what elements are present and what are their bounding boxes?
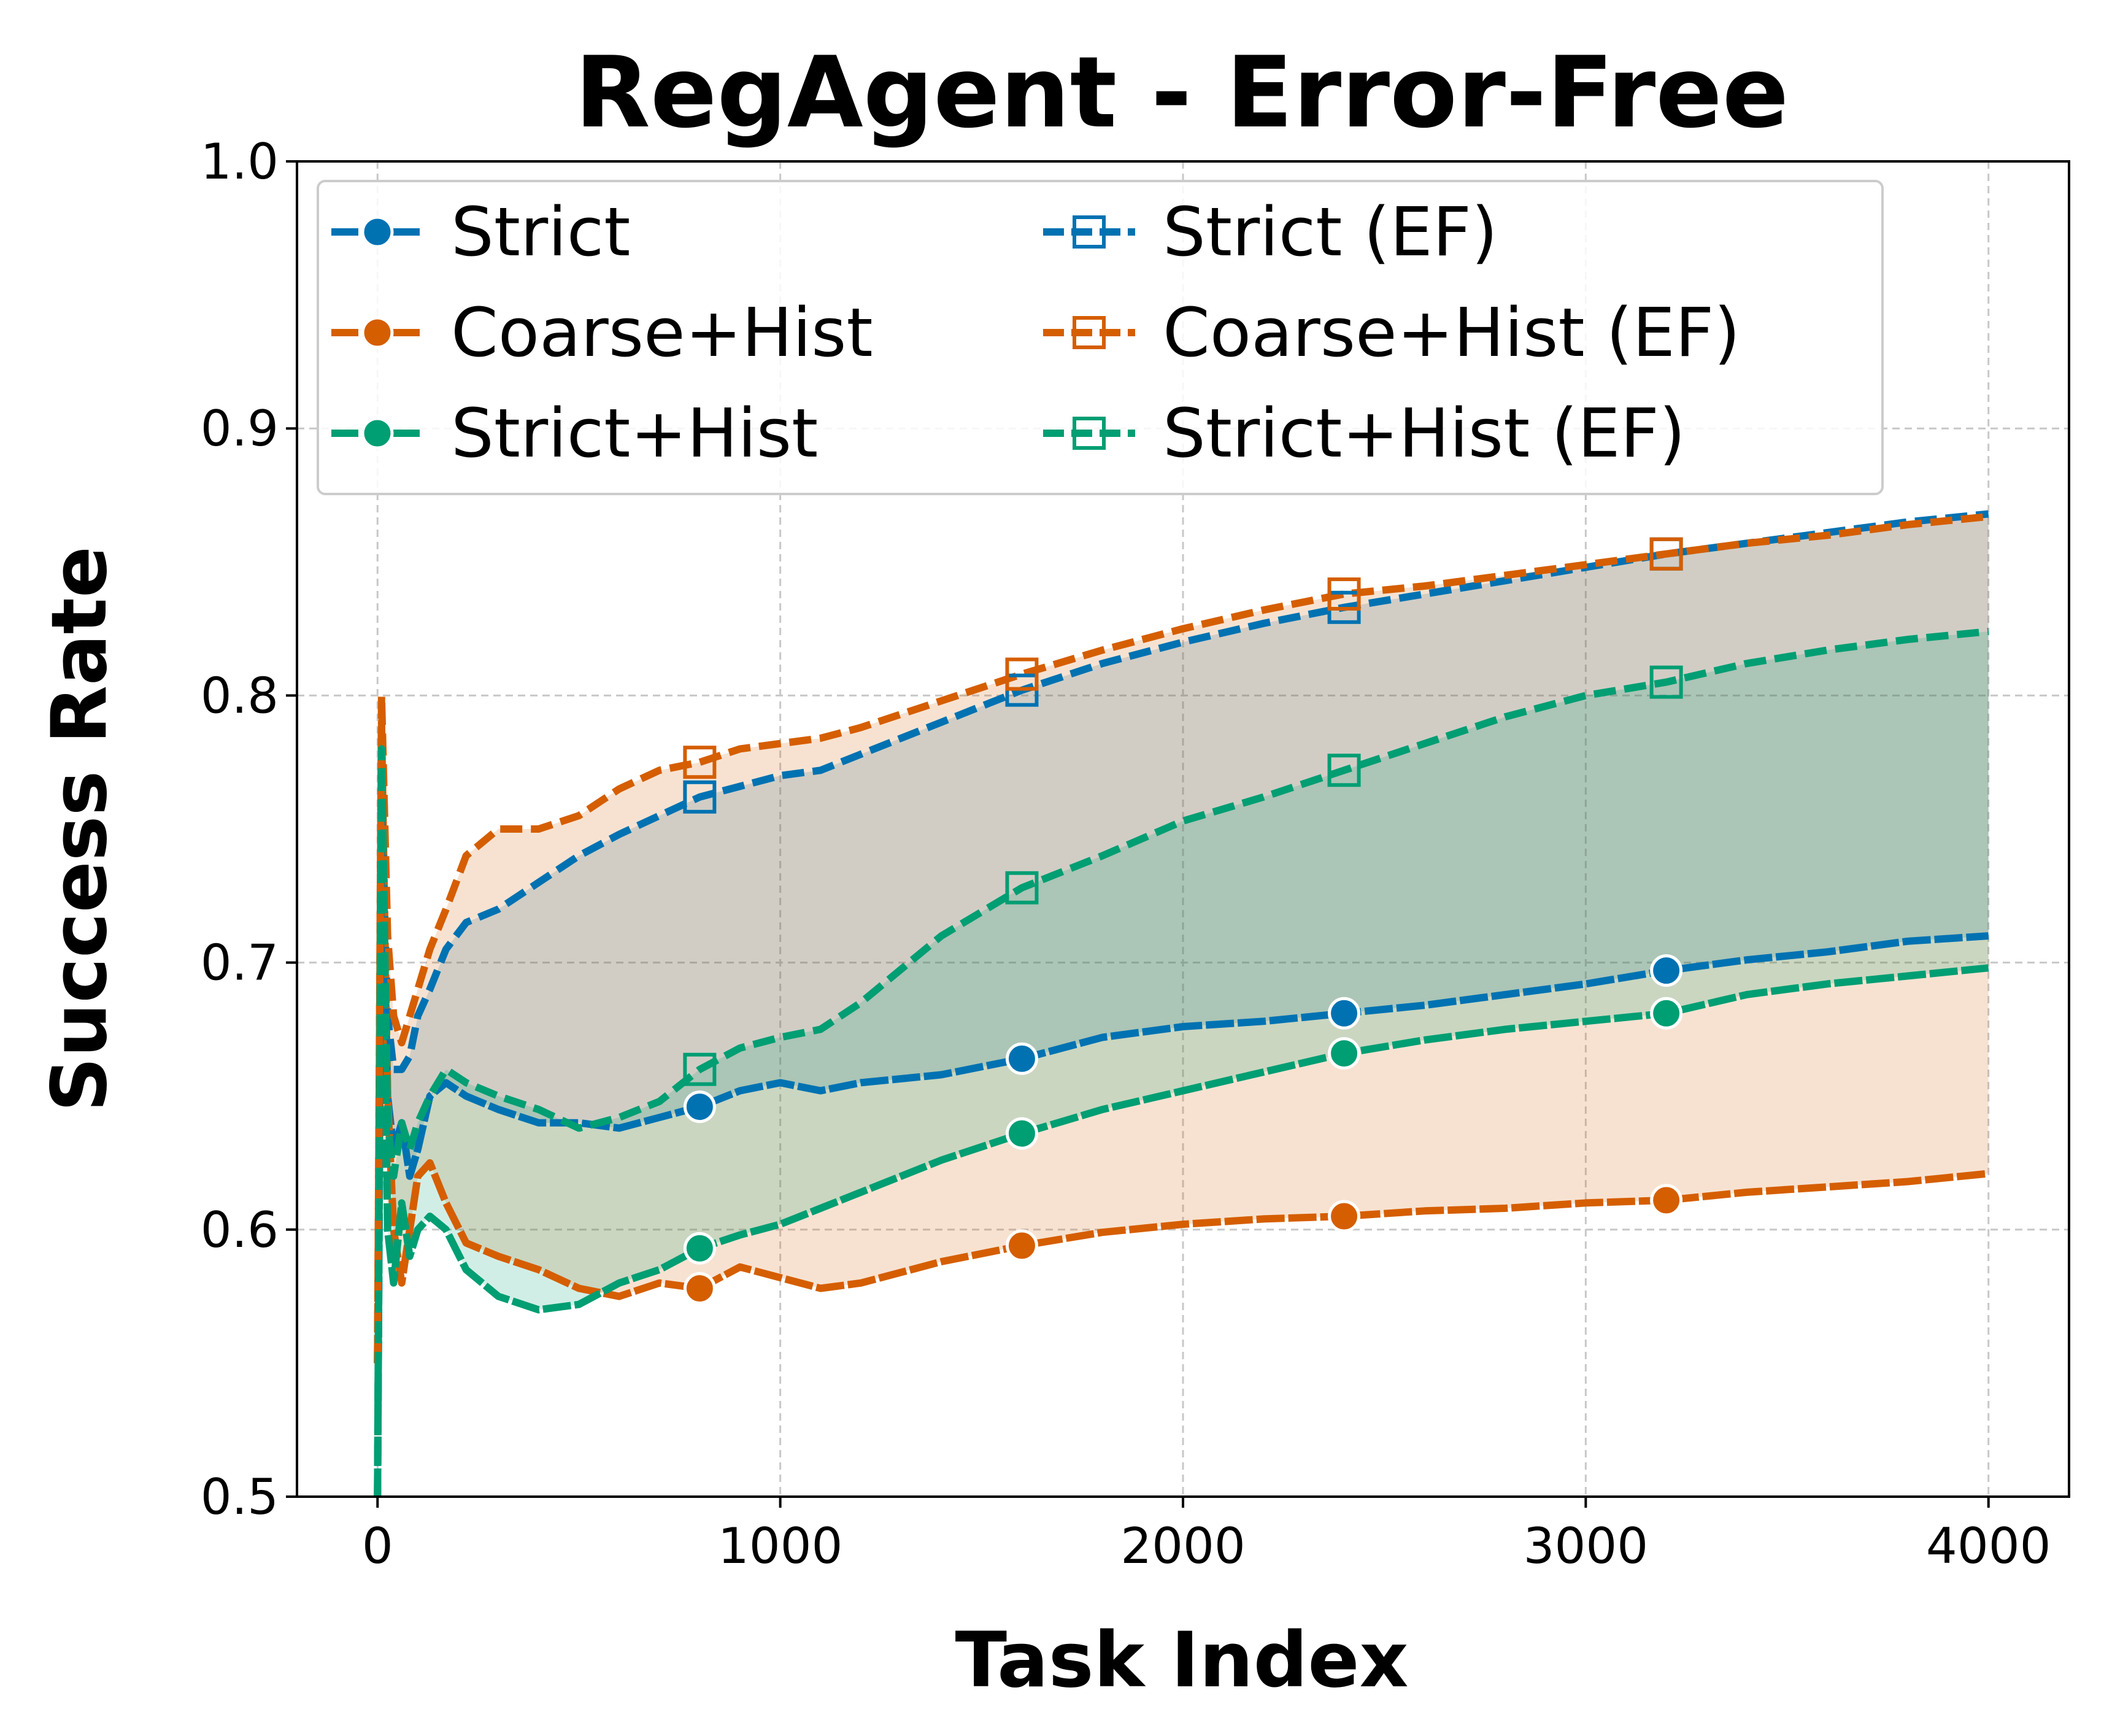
legend-marker-coarse-hist [361,316,394,349]
legend-label-strict-hist: Strict+Hist [451,394,818,473]
data-point-coarse-hist-ef [1649,537,1683,571]
data-point-coarse-hist [1650,1184,1683,1217]
data-point-coarse-hist-ef [683,746,717,779]
legend-marker-strict [361,215,394,249]
data-point-strict-hist [1005,1117,1038,1150]
y-axis-title: Success Rate [36,546,124,1112]
fill-coarse-hist [377,516,1989,1364]
legend-frame [317,180,1884,495]
data-point-strict [1650,954,1683,987]
fill-areas [377,514,1989,1497]
x-tick-label: 4000 [1926,1518,2051,1575]
data-point-strict-hist [1328,1037,1361,1070]
series-line-strict-hist-ef [374,628,1989,1497]
y-tick-label: 0.5 [201,1468,279,1526]
series-lines [374,510,1989,1497]
data-point-strict-hist-ef [1005,871,1039,905]
legend-label-strict-hist-ef: Strict+Hist (EF) [1163,394,1686,473]
data-point-coarse-hist-ef [1327,577,1361,611]
data-point-strict-ef [683,780,717,814]
legend: Strict Coarse+Hist Strict+Hist Strict (EF) C… [317,180,1884,495]
chart-title: RegAgent - Error-Free [575,35,1789,150]
fill-strict-hist [377,631,1989,1497]
legend-marker-strict-ef [1073,215,1106,249]
legend-label-strict-ef: Strict (EF) [1163,193,1498,271]
x-tick-label: 1000 [718,1518,843,1575]
data-point-coarse-hist [1005,1229,1038,1262]
data-point-strict [1005,1042,1038,1075]
data-point-strict-hist [683,1232,716,1265]
x-tick-label: 2000 [1120,1518,1246,1575]
series-line-strict-hist [374,772,1989,1497]
legend-marker-strict-hist [361,417,394,450]
x-axis-title: Task Index [955,1616,1409,1705]
data-point-strict-hist-ef [683,1052,717,1086]
legend-marker-coarse-hist-ef [1073,316,1106,349]
y-tick-label: 0.9 [201,400,279,457]
y-axis: 0.5 0.6 0.7 0.8 0.9 1.0 [201,133,297,1526]
data-point-strict-hist-ef [1649,665,1683,699]
legend-label-strict: Strict [451,193,630,271]
legend-label-coarse-hist-ef: Coarse+Hist (EF) [1163,293,1740,372]
legend-marker-strict-hist-ef [1073,417,1106,450]
x-tick-label: 0 [362,1518,393,1575]
data-point-strict-hist [1650,997,1683,1030]
series-line-strict [374,798,1989,1497]
data-point-strict-hist-ef [1327,754,1361,787]
data-point-coarse-hist [683,1272,716,1305]
fill-strict [377,514,1989,1497]
series-line-strict-ef [374,510,1989,1364]
y-tick-label: 0.7 [201,935,279,992]
y-tick-label: 0.6 [201,1202,279,1259]
x-axis: 0 1000 2000 3000 4000 [362,1497,2051,1575]
series-line-coarse-hist [374,718,1989,1364]
data-point-coarse-hist-ef [1005,657,1039,691]
y-tick-label: 1.0 [201,133,279,190]
data-point-coarse-hist [1328,1200,1361,1233]
series-line-coarse-hist-ef [374,512,1989,1364]
x-tick-label: 3000 [1524,1518,1649,1575]
legend-label-coarse-hist: Coarse+Hist [451,293,873,372]
series-markers [683,537,1683,1305]
data-point-strict [1328,997,1361,1030]
y-tick-label: 0.8 [201,667,279,724]
data-point-strict [683,1090,716,1124]
